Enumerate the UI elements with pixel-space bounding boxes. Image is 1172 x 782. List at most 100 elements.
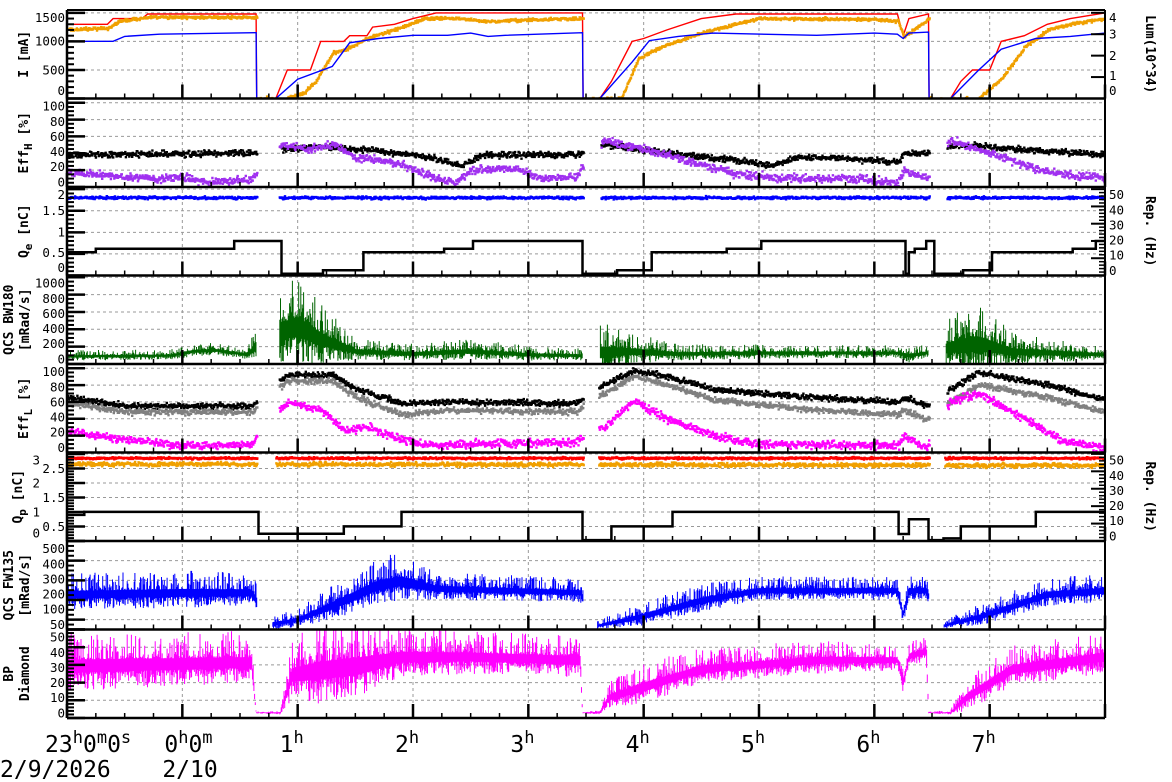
series-electron-rep-rate (67, 239, 1105, 276)
panel-bp-diamond (67, 629, 1105, 715)
right-axis-title: Rep. (Hz) (1142, 462, 1157, 532)
right-y-tick-label: 20 (1109, 498, 1124, 513)
panel-eff-l (67, 367, 1105, 453)
right-y-tick-label: 50 (1109, 187, 1124, 202)
series-electron-charge (67, 194, 1105, 201)
right-axis-title: Lum(10^34) (1142, 15, 1157, 93)
right-y-tick-label: 1 (1109, 68, 1117, 83)
y-tick-label: 800 (42, 291, 65, 306)
y-tick-label: 80 (50, 114, 65, 129)
right-y-tick-label: 40 (1109, 468, 1124, 483)
series-ler-efficiency (67, 367, 1105, 411)
y-axis-title: Qp [nC] (11, 470, 29, 524)
x-tick-label: 5h​ (741, 728, 765, 758)
y-tick-label: 60 (50, 394, 65, 409)
y-tick-label: 100 (42, 99, 65, 114)
series-ler-efficiency-2- (67, 374, 1105, 423)
y-tick-label: 20 (50, 425, 65, 440)
y-tick-label: 0 (57, 705, 65, 720)
y-tick-label: 40 (50, 645, 65, 660)
axis-title-part: Eff (17, 415, 32, 438)
x-tick-label: 1h​ (280, 728, 304, 758)
axis-title-part: p (16, 509, 29, 516)
y-tick-label: 0 (57, 440, 65, 455)
y-axis-title-units: [mRad/s] (18, 554, 33, 617)
panel-qcs-fw135 (67, 554, 1105, 630)
y-tick-label: 60 (50, 129, 65, 144)
right-y-tick-label: 40 (1109, 202, 1124, 217)
y-tick-label: 1.5 (42, 203, 65, 218)
y-tick-label: 40 (50, 410, 65, 425)
y-tick-label: 500 (42, 62, 65, 77)
axis-title-part: [%] (17, 112, 32, 143)
y-tick-label: 200 (42, 336, 65, 351)
right-y-tick-label: 20 (1109, 233, 1124, 248)
series-qcs-bw180-dose-rate (67, 280, 1105, 364)
series-positron-rep-rate (67, 510, 1105, 541)
x-tick-label: 2h​ (395, 728, 419, 758)
panel-eff-h (67, 136, 1105, 187)
x-tick-label: 3h​ (510, 728, 534, 758)
axis-title-part: Q (17, 250, 32, 258)
series-ler-current (67, 12, 1105, 99)
axis-title-part: [nC] (11, 470, 26, 509)
axis-title-part: [nC] (17, 204, 32, 243)
y-axis-title-units: Diamond (18, 646, 33, 701)
right-y-tick-label: 3 (1109, 27, 1117, 42)
y-tick-label: 2.5 (42, 461, 65, 476)
series-bp-diamond-dose-rate (67, 629, 1105, 715)
y-tick-label: 1000 (35, 34, 65, 49)
y-tick-label: 1 (57, 225, 65, 240)
y-tick-label: 0 (57, 83, 65, 98)
series-positron-charge (67, 455, 1105, 461)
right-axis-title: Rep. (Hz) (1142, 196, 1157, 266)
axes (65, 9, 1107, 720)
right-y-tick-label: 2 (1109, 48, 1117, 63)
y-tick-label: 500 (42, 541, 65, 556)
y-tick-label: 200 (42, 587, 65, 602)
y-tick-label: 50 (50, 630, 65, 645)
y-tick-label: 1 (32, 504, 40, 519)
y-axis-title-units: [mRad/s] (18, 288, 33, 351)
y-tick-label: 2 (32, 475, 40, 490)
y-axis-title: EffH [%] (17, 112, 35, 173)
y-tick-label: 100 (42, 364, 65, 379)
axis-title-part: Q (11, 516, 26, 524)
right-y-tick-label: 30 (1109, 217, 1124, 232)
x-tick-label: 6h​ (856, 728, 880, 758)
y-tick-label: 20 (50, 159, 65, 174)
series-positron-charge-2- (67, 460, 1105, 470)
y-tick-label: 10 (50, 690, 65, 705)
y-tick-label: 1000 (35, 276, 65, 291)
series-qcs-fw135-dose-rate (67, 554, 1105, 630)
y-tick-label: 1500 (35, 10, 65, 25)
y-tick-label: 1.5 (42, 490, 65, 505)
y-axis-title: EffL [%] (17, 378, 35, 439)
x-tick-label: 0h​0m​ (164, 728, 212, 758)
y-tick-label: 0 (57, 351, 65, 366)
y-tick-label: 0 (57, 174, 65, 189)
x-tick-label: 7h​ (972, 728, 996, 758)
y-tick-label: 3 (32, 453, 40, 468)
right-y-tick-label: 50 (1109, 453, 1124, 468)
y-axis-title: I [mA] (17, 31, 32, 78)
y-tick-label: 80 (50, 379, 65, 394)
right-y-tick-label: 0 (1109, 528, 1117, 543)
y-tick-label: 20 (50, 675, 65, 690)
panel-current (67, 12, 1105, 99)
right-y-tick-label: 10 (1109, 248, 1124, 263)
axis-title-part: e (22, 243, 35, 250)
data-series (67, 12, 1105, 715)
y-axis-title: Qe [nC] (17, 204, 35, 258)
series-ler-efficiency-3- (67, 390, 1105, 453)
y-tick-label: 40 (50, 144, 65, 159)
right-y-tick-label: 30 (1109, 483, 1124, 498)
y-tick-label: 30 (50, 660, 65, 675)
axis-title-part: L (22, 408, 35, 415)
y-tick-label: 300 (42, 571, 65, 586)
right-y-tick-label: 4 (1109, 10, 1117, 25)
right-y-tick-label: 0 (1109, 263, 1117, 278)
y-tick-label: 400 (42, 556, 65, 571)
